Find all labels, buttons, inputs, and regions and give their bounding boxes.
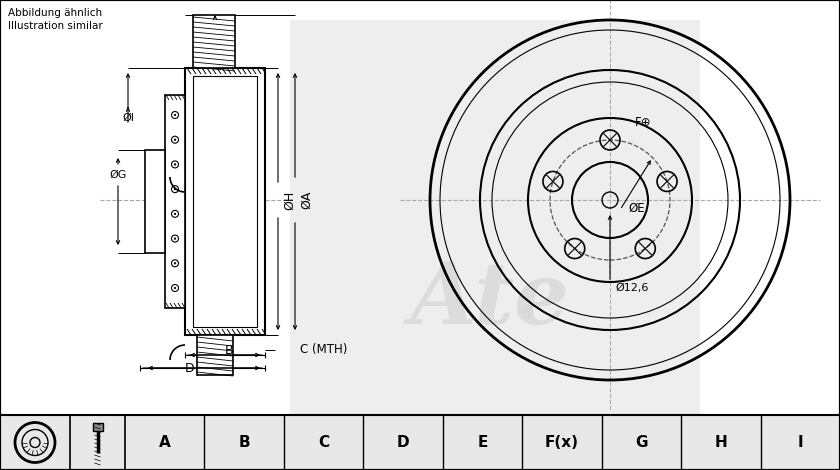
Text: A: A — [159, 435, 171, 450]
Text: ØG: ØG — [109, 170, 127, 180]
Circle shape — [174, 287, 176, 289]
Text: C: C — [318, 435, 329, 450]
Text: F⊕: F⊕ — [635, 116, 652, 128]
Bar — [290, 20, 700, 415]
Text: ØH: ØH — [283, 190, 296, 210]
Circle shape — [174, 238, 176, 239]
Text: C (MTH): C (MTH) — [300, 344, 348, 357]
Bar — [165, 95, 185, 308]
Text: ®: ® — [520, 305, 536, 320]
Bar — [92, 423, 102, 431]
Text: B: B — [239, 435, 250, 450]
Circle shape — [174, 114, 176, 116]
Circle shape — [174, 188, 176, 190]
Text: Ø12,6: Ø12,6 — [615, 283, 648, 293]
Circle shape — [174, 139, 176, 141]
Text: D: D — [185, 361, 195, 375]
Bar — [197, 335, 233, 375]
Circle shape — [174, 164, 176, 165]
Text: B: B — [225, 344, 234, 357]
Text: F(x): F(x) — [545, 435, 579, 450]
Text: ØA: ØA — [300, 191, 313, 209]
Text: G: G — [635, 435, 648, 450]
Text: ØE: ØE — [628, 202, 644, 214]
Bar — [185, 68, 265, 335]
Circle shape — [174, 213, 176, 215]
Text: D: D — [396, 435, 409, 450]
Text: Ate: Ate — [410, 258, 570, 342]
Bar — [193, 76, 257, 327]
Bar — [193, 15, 235, 68]
Text: I: I — [797, 435, 803, 450]
Text: Abbildung ähnlich
Illustration similar: Abbildung ähnlich Illustration similar — [8, 8, 102, 31]
Bar — [0, 415, 840, 470]
Text: ØI: ØI — [122, 113, 134, 123]
Circle shape — [174, 262, 176, 264]
Bar — [145, 150, 165, 253]
Text: E: E — [477, 435, 488, 450]
Text: H: H — [715, 435, 727, 450]
